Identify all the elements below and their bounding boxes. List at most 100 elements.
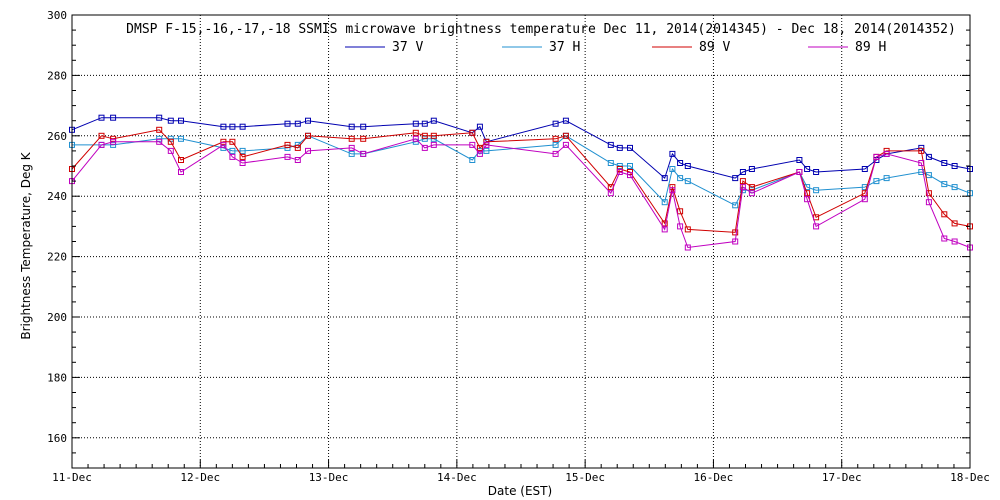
data-point: [677, 175, 684, 182]
data-point: [627, 172, 633, 179]
data-point: [412, 135, 419, 142]
legend-label: 89 V: [699, 40, 730, 55]
data-point: [677, 160, 684, 166]
data-point: [430, 132, 437, 139]
data-point: [748, 190, 755, 197]
data-point: [156, 138, 163, 145]
data-point: [661, 199, 668, 206]
data-point: [941, 235, 948, 242]
data-point: [684, 244, 691, 251]
data-point: [627, 144, 633, 151]
data-point: [804, 196, 811, 203]
data-point: [627, 169, 633, 175]
data-point: [941, 211, 948, 218]
data-point: [661, 226, 668, 233]
series-layer: [69, 114, 973, 251]
data-point: [861, 196, 868, 203]
data-point: [918, 169, 925, 175]
x-axis-label: Date (EST): [488, 484, 552, 498]
data-point: [476, 123, 483, 130]
data-point: [239, 147, 246, 154]
data-point: [430, 141, 437, 148]
data-point: [607, 190, 614, 197]
data-point: [239, 123, 246, 130]
series-37-v: [69, 114, 973, 182]
data-point: [677, 208, 684, 215]
data-point: [951, 184, 958, 191]
data-point: [732, 175, 739, 182]
data-point: [552, 120, 559, 127]
data-point: [412, 120, 419, 127]
data-point: [348, 150, 355, 157]
series-89-v: [69, 126, 973, 236]
x-tick-label: 15-Dec: [565, 471, 605, 484]
data-point: [661, 220, 668, 227]
data-point: [229, 123, 236, 130]
data-point: [873, 153, 880, 160]
x-tick-label: 16-Dec: [694, 471, 734, 484]
data-point: [732, 202, 739, 209]
data-point: [925, 199, 932, 206]
grid-lines: [72, 15, 970, 468]
data-point: [348, 135, 355, 142]
y-tick-label: 280: [47, 69, 67, 82]
data-point: [804, 166, 811, 172]
data-point: [360, 123, 367, 130]
data-point: [669, 166, 676, 172]
data-point: [220, 123, 227, 130]
x-tick-label: 12-Dec: [180, 471, 220, 484]
data-point: [294, 120, 301, 127]
legend-label: 89 H: [855, 40, 886, 55]
data-point: [348, 123, 355, 130]
data-point: [669, 187, 676, 194]
data-point: [941, 181, 948, 188]
data-point: [883, 175, 890, 182]
data-point: [732, 229, 739, 236]
data-point: [469, 141, 476, 148]
series-line: [71, 138, 971, 249]
data-point: [178, 135, 184, 142]
data-point: [284, 120, 291, 127]
data-point: [360, 150, 367, 157]
y-tick-label: 240: [47, 190, 67, 203]
data-point: [305, 147, 311, 154]
y-tick-label: 160: [47, 432, 67, 445]
data-point: [178, 117, 184, 124]
data-point: [925, 153, 932, 160]
y-tick-label: 220: [47, 251, 67, 264]
data-point: [739, 184, 746, 191]
series-line: [71, 129, 971, 233]
data-point: [239, 160, 246, 166]
data-point: [294, 144, 301, 151]
axis-ticks: [71, 14, 971, 469]
x-tick-label: 11-Dec: [52, 471, 92, 484]
data-point: [552, 141, 559, 148]
series-line: [71, 117, 971, 179]
data-point: [305, 117, 311, 124]
data-point: [951, 220, 958, 227]
data-point: [98, 141, 105, 148]
data-point: [348, 144, 355, 151]
data-point: [918, 160, 925, 166]
data-point: [918, 147, 925, 154]
data-point: [607, 141, 614, 148]
data-point: [469, 157, 476, 163]
data-point: [239, 153, 246, 160]
data-point: [178, 169, 184, 175]
data-point: [607, 160, 614, 166]
y-tick-label: 200: [47, 311, 67, 324]
data-point: [941, 160, 948, 166]
data-point: [732, 238, 739, 245]
data-point: [220, 138, 227, 145]
data-point: [684, 178, 691, 185]
data-point: [616, 144, 623, 151]
x-tick-label: 13-Dec: [309, 471, 349, 484]
data-point: [305, 132, 311, 139]
data-point: [98, 114, 105, 121]
data-point: [284, 141, 291, 148]
data-point: [562, 141, 569, 148]
data-point: [813, 169, 820, 175]
data-point: [229, 147, 236, 154]
chart-title: DMSP F-15,-16,-17,-18 SSMIS microwave br…: [126, 22, 956, 37]
